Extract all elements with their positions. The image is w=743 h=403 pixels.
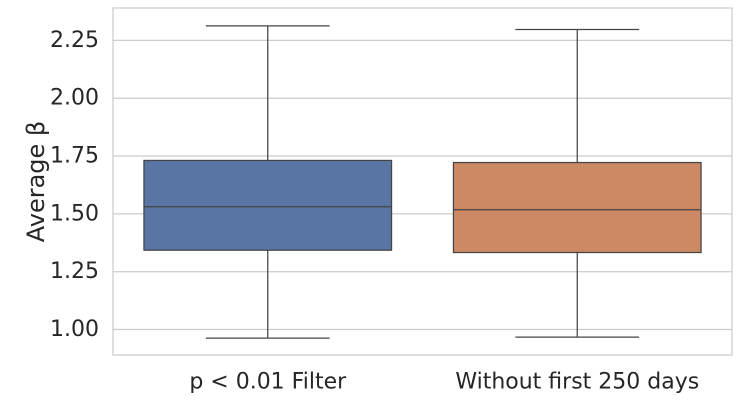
box-series — [143, 25, 702, 339]
box-group — [452, 28, 702, 338]
iqr-box — [452, 161, 702, 254]
y-tick-label: 1.50 — [50, 201, 99, 226]
box-group — [143, 25, 393, 339]
y-tick-label: 2.00 — [50, 86, 99, 111]
iqr-box — [143, 159, 393, 251]
x-tick-label: p < 0.01 Filter — [189, 370, 347, 395]
y-tick-labels: 1.00 1.25 1.50 1.75 2.00 2.25 — [50, 28, 99, 342]
y-axis-label: Average β — [22, 121, 50, 243]
y-tick-label: 1.25 — [50, 259, 99, 284]
y-tick-label: 1.00 — [50, 317, 99, 342]
y-tick-label: 2.25 — [50, 28, 99, 53]
y-tick-label: 1.75 — [50, 144, 99, 169]
x-tick-label: Without first 250 days — [455, 370, 699, 395]
x-tick-labels: p < 0.01 Filter Without first 250 days — [189, 370, 699, 395]
plot-frame — [112, 7, 733, 356]
